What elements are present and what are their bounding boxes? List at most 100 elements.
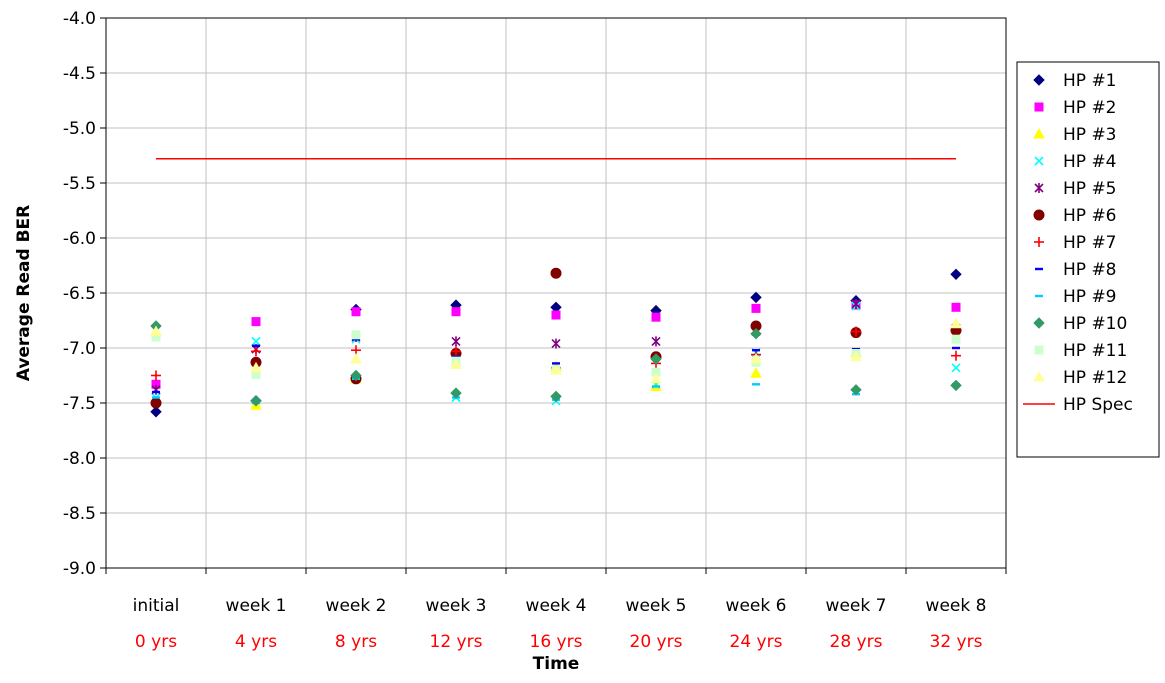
data-point [150, 397, 162, 409]
legend-label: HP #12 [1063, 368, 1127, 388]
y-tick-label: -8.5 [63, 504, 96, 524]
y-tick-label: -9.0 [63, 559, 96, 579]
legend-label: HP #1 [1063, 71, 1117, 91]
x-tick-sublabel: 24 yrs [730, 632, 783, 652]
x-tick-sublabel: 32 yrs [930, 632, 983, 652]
legend-marker [1033, 209, 1045, 221]
legend-label: HP #3 [1063, 125, 1117, 145]
x-tick-label: week 3 [426, 596, 487, 616]
data-point [850, 384, 862, 396]
data-point [751, 303, 761, 313]
data-point [250, 395, 262, 407]
legend-marker [1033, 317, 1045, 329]
data-point [851, 299, 861, 309]
legend-marker [1033, 370, 1045, 382]
legend-marker [1034, 183, 1044, 193]
x-tick-label: week 8 [926, 596, 987, 616]
legend-marker [1033, 74, 1045, 86]
y-tick-label: -4.5 [63, 64, 96, 84]
data-point [150, 406, 162, 418]
data-point [950, 268, 962, 281]
data-point [150, 325, 162, 336]
data-point [151, 370, 161, 381]
legend-marker [1034, 345, 1044, 355]
data-point [551, 310, 561, 320]
data-point [350, 369, 362, 382]
data-point [851, 326, 861, 337]
x-tick-sublabel: 0 yrs [135, 632, 177, 652]
data-point [950, 379, 962, 392]
legend-label: HP Spec [1063, 395, 1133, 415]
data-point [251, 346, 261, 357]
y-axis-title: Average Read BER [14, 205, 34, 381]
data-point [351, 307, 361, 317]
y-tick-label: -8.0 [63, 449, 96, 469]
data-point [350, 352, 362, 364]
x-axis-title: Time [533, 654, 580, 674]
legend-label: HP #11 [1063, 341, 1127, 361]
y-tick-label: -7.0 [63, 339, 96, 359]
data-point [451, 346, 461, 357]
y-tick-label: -6.0 [63, 229, 96, 249]
y-axis: -4.0 -4.5 -5.0 -5.5 -6.0 -6.5 -7.0 -7.5 -8.0 -8.5… [63, 9, 106, 579]
legend-label: HP #10 [1063, 314, 1127, 334]
data-point [451, 336, 461, 347]
data-point [951, 334, 961, 344]
data-points [150, 267, 962, 418]
legend-marker [1033, 127, 1045, 139]
y-tick-label: -4.0 [63, 9, 96, 29]
legend-label: HP #9 [1063, 287, 1117, 307]
data-point [251, 336, 261, 346]
data-point [450, 358, 462, 369]
legend-box [1016, 61, 1160, 458]
data-point [750, 291, 762, 304]
data-point [251, 317, 261, 327]
y-tick-label: -7.5 [63, 394, 96, 414]
data-point [951, 350, 961, 361]
x-tick-label: week 2 [326, 596, 387, 616]
legend-label: HP #2 [1063, 98, 1117, 118]
data-point [750, 327, 762, 340]
x-tick-sublabel: 8 yrs [335, 632, 377, 652]
data-point [650, 372, 662, 384]
legend-marker [1034, 237, 1044, 247]
x-tick-label: week 4 [526, 596, 587, 616]
legend-label: HP #6 [1063, 206, 1117, 226]
x-tick-label: initial [133, 596, 180, 616]
legend-label: HP #8 [1063, 260, 1117, 280]
data-point [351, 330, 361, 340]
data-point [651, 336, 661, 347]
data-point [650, 353, 662, 365]
legend-label: HP #7 [1063, 233, 1117, 253]
legend-marker [1034, 102, 1044, 112]
x-tick-sublabel: 28 yrs [830, 632, 883, 652]
data-point [550, 390, 562, 403]
y-tick-label: -5.5 [63, 174, 96, 194]
data-point [550, 363, 562, 375]
y-tick-label: -6.5 [63, 284, 96, 304]
data-point [950, 317, 962, 329]
data-point [651, 312, 661, 322]
x-tick-label: week 6 [726, 596, 787, 616]
data-point [951, 363, 961, 373]
x-tick-label: week 7 [826, 596, 887, 616]
legend-label: HP #5 [1063, 179, 1117, 199]
data-point [250, 361, 262, 373]
x-axis: initial week 1 week 2 week 3 week 4 week 5 wee… [105, 568, 1007, 652]
data-point [750, 352, 762, 364]
legend-label: HP #4 [1063, 152, 1117, 172]
data-point [550, 267, 562, 279]
x-tick-sublabel: 4 yrs [235, 632, 277, 652]
y-tick-label: -5.0 [63, 119, 96, 139]
x-tick-label: week 1 [226, 596, 287, 616]
legend-marker [1034, 156, 1044, 166]
x-tick-label: week 5 [626, 596, 687, 616]
x-tick-sublabel: 16 yrs [530, 632, 583, 652]
x-tick-sublabel: 20 yrs [630, 632, 683, 652]
data-point [551, 338, 561, 349]
legend: HP #1 HP #2 HP #3 HP #4 HP #5 HP #6 HP #7 HP #8… [1016, 61, 1160, 458]
data-point [450, 387, 462, 399]
data-point [750, 367, 762, 378]
